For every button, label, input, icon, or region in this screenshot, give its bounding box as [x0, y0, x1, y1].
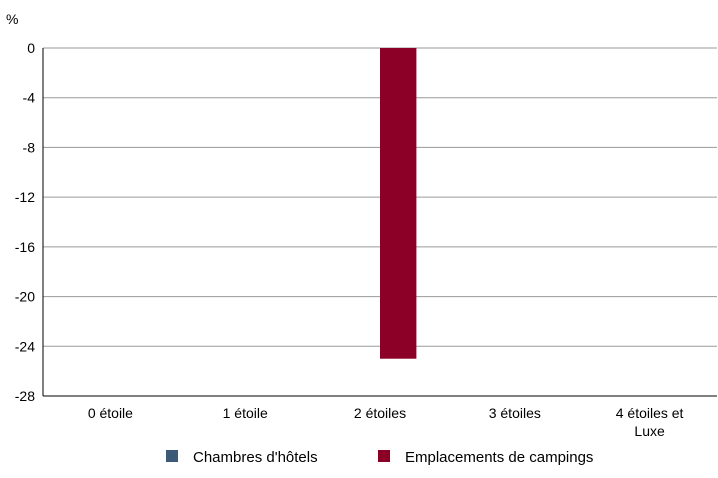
x-tick-label: 2 étoiles — [354, 405, 406, 421]
y-tick-labels: 0 -4 -8 -12 -16 -20 -24 -28 — [15, 40, 35, 404]
y-tick-label: -20 — [15, 289, 35, 305]
x-tick-label: 3 étoiles — [489, 405, 541, 421]
y-tick-label: -4 — [23, 90, 36, 106]
bars — [380, 48, 417, 359]
x-tick-labels: 0 étoile 1 étoile 2 étoiles 3 étoiles 4 étoi… — [88, 405, 684, 439]
axes — [42, 48, 717, 397]
x-tick-label: 4 étoiles et Luxe — [616, 405, 684, 439]
y-tick-label: -16 — [15, 239, 35, 255]
legend: Chambres d'hôtels Emplacements de camping… — [166, 449, 593, 466]
x-tick-label: 1 étoile — [223, 405, 268, 421]
y-axis-unit: % — [6, 11, 18, 27]
legend-swatch — [166, 450, 178, 462]
y-tick-label: -24 — [15, 338, 35, 354]
bar — [380, 48, 417, 359]
x-tick-label: 0 étoile — [88, 405, 133, 421]
y-tick-label: -8 — [23, 139, 36, 155]
legend-label: Emplacements de campings — [405, 449, 593, 466]
y-tick-label: -12 — [15, 189, 35, 205]
legend-label: Chambres d'hôtels — [193, 449, 318, 466]
y-tick-label: -28 — [15, 388, 35, 404]
y-tick-label: 0 — [27, 40, 35, 56]
legend-swatch — [378, 450, 390, 462]
